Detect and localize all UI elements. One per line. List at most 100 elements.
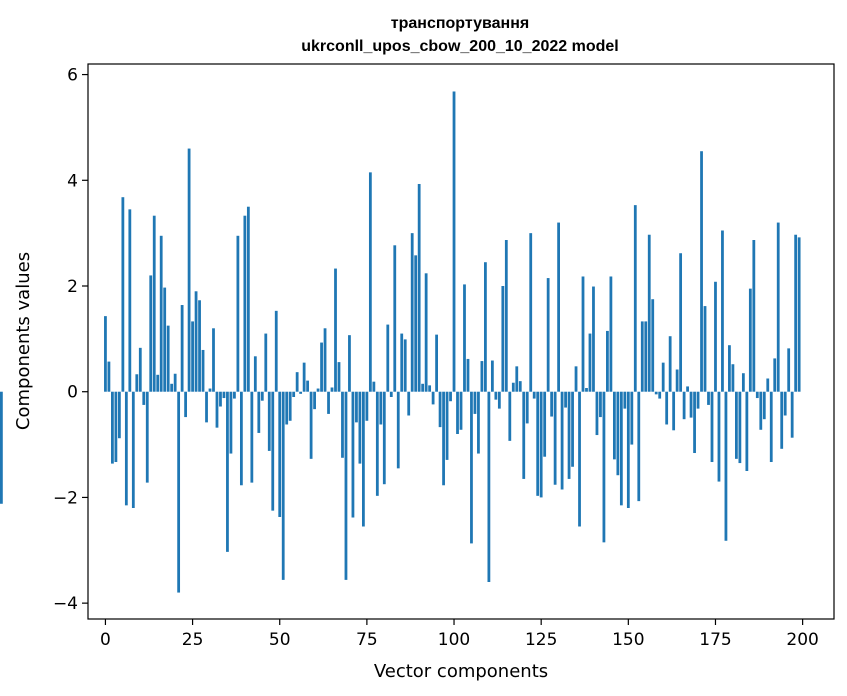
- bar: [281, 391, 285, 580]
- bar: [769, 391, 773, 463]
- bar: [564, 391, 567, 408]
- bar: [257, 391, 261, 433]
- bar: [518, 381, 522, 392]
- bar: [187, 148, 191, 392]
- bar: [703, 306, 707, 392]
- bar: [609, 276, 613, 392]
- bar: [131, 391, 135, 508]
- bar: [121, 197, 125, 392]
- bar: [226, 391, 229, 552]
- bar: [616, 391, 620, 476]
- y-tick-label: 4: [67, 171, 78, 191]
- bar: [124, 391, 128, 506]
- bar: [302, 362, 306, 392]
- bar: [306, 380, 310, 392]
- bar: [107, 361, 111, 392]
- bar: [501, 286, 505, 392]
- bar: [508, 391, 512, 441]
- bar: [748, 288, 752, 392]
- bar: [640, 321, 644, 392]
- bar: [264, 333, 268, 392]
- bar: [117, 391, 121, 439]
- x-tick-label: 25: [182, 630, 204, 650]
- bar: [585, 388, 588, 392]
- bar: [797, 237, 801, 392]
- bar: [152, 215, 156, 392]
- bar: [644, 321, 648, 392]
- bar: [728, 345, 731, 392]
- bar: [410, 233, 414, 392]
- bar: [762, 391, 766, 420]
- bar: [633, 205, 637, 392]
- bar: [295, 372, 299, 392]
- bar: [675, 369, 679, 392]
- bar: [745, 391, 749, 471]
- bar: [288, 391, 292, 421]
- bar: [149, 275, 153, 392]
- bar: [738, 391, 742, 464]
- bar: [724, 391, 728, 541]
- bar: [484, 262, 487, 392]
- bar: [417, 183, 421, 392]
- bar: [135, 374, 139, 392]
- x-tick-label: 75: [356, 630, 378, 650]
- bar: [602, 391, 606, 543]
- bar: [776, 222, 780, 392]
- bar: [285, 391, 289, 425]
- bar: [438, 391, 442, 428]
- bar: [511, 382, 515, 392]
- bar: [463, 284, 466, 392]
- bar: [574, 366, 578, 392]
- bar: [274, 310, 278, 392]
- bar: [145, 391, 149, 483]
- bar: [539, 391, 543, 498]
- bar: [375, 391, 379, 496]
- bar: [271, 391, 275, 511]
- chart-title-line-1: транспортування: [391, 15, 529, 32]
- bar: [219, 391, 222, 407]
- bar: [717, 391, 721, 482]
- bar: [177, 391, 181, 593]
- bar: [693, 391, 696, 454]
- bar: [104, 316, 107, 392]
- x-tick-label: 100: [438, 630, 470, 650]
- bar: [313, 391, 316, 410]
- bar: [449, 391, 452, 402]
- bar: [431, 391, 435, 405]
- bar: [330, 387, 334, 392]
- bar: [470, 391, 473, 544]
- bar: [595, 391, 599, 436]
- bar: [773, 358, 777, 392]
- bar: [459, 391, 463, 430]
- plot-frame: [87, 63, 835, 620]
- bar: [689, 391, 693, 418]
- bar: [651, 299, 655, 392]
- bar: [783, 391, 787, 416]
- bar: [435, 334, 438, 392]
- bar: [358, 391, 362, 464]
- bar: [679, 253, 683, 392]
- bar: [386, 324, 390, 392]
- bar: [752, 240, 756, 392]
- y-axis-ticks: −4 −2 0 2 4 6: [53, 66, 88, 614]
- bar: [766, 378, 770, 392]
- bar: [393, 245, 397, 392]
- bar: [755, 391, 759, 399]
- x-tick-label: 0: [100, 630, 111, 650]
- bar: [414, 255, 418, 392]
- bar: [142, 391, 146, 405]
- x-tick-label: 175: [699, 630, 731, 650]
- bar: [790, 391, 794, 438]
- bar: [156, 374, 160, 392]
- bar: [341, 391, 344, 458]
- bar: [794, 234, 798, 392]
- x-tick-label: 150: [612, 630, 644, 650]
- bar: [588, 333, 592, 392]
- bar: [260, 391, 264, 401]
- bar: [759, 391, 763, 430]
- bar: [348, 335, 351, 392]
- bar: [473, 391, 477, 414]
- bar: [111, 391, 114, 464]
- bar: [661, 362, 665, 392]
